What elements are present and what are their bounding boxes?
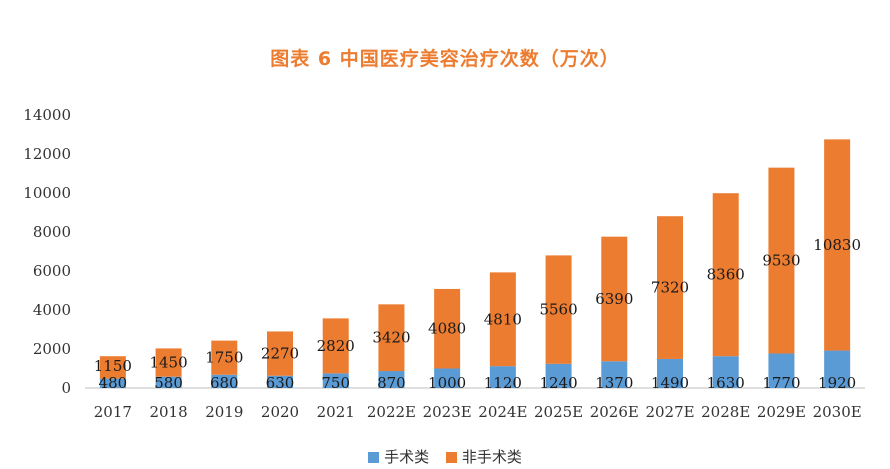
legend-swatch-surgical [368, 452, 380, 463]
bar-nonsurgical [434, 288, 461, 369]
data-label-surgical: 1770 [762, 374, 800, 392]
bar-nonsurgical [155, 348, 182, 377]
bar-surgical [824, 350, 851, 388]
bar-nonsurgical [378, 304, 405, 372]
y-tick-label: 8000 [33, 223, 71, 241]
y-tick-label: 4000 [33, 301, 71, 319]
bar-surgical [322, 373, 349, 388]
x-tick-label: 2020 [261, 403, 299, 421]
data-label-surgical: 1120 [484, 374, 522, 392]
data-label-surgical: 1630 [707, 374, 745, 392]
chart-title: 图表 6 中国医疗美容治疗次数（万次） [270, 48, 620, 70]
bar-surgical [657, 358, 683, 388]
x-tick-label: 2029E [757, 403, 806, 421]
x-tick-label: 2023E [423, 403, 472, 421]
bar-nonsurgical [824, 139, 851, 351]
data-label-nonsurgical: 3420 [372, 329, 410, 347]
bar-surgical [211, 374, 238, 388]
bar-nonsurgical [545, 255, 572, 364]
bar-nonsurgical [601, 236, 628, 362]
data-label-surgical: 630 [266, 374, 295, 392]
data-label-surgical: 750 [321, 374, 350, 392]
data-label-surgical: 1920 [818, 374, 856, 392]
bar-surgical [712, 356, 739, 388]
legend-label-surgical: 手术类 [384, 448, 430, 466]
legend-swatch-nonsurgical [445, 452, 457, 463]
x-tick-label: 2019 [205, 403, 243, 421]
data-label-nonsurgical: 1750 [205, 349, 243, 367]
data-label-nonsurgical: 7320 [651, 279, 689, 297]
bar-nonsurgical [322, 318, 349, 374]
data-label-nonsurgical: 1150 [94, 357, 132, 375]
bar-surgical [378, 371, 405, 388]
bar-surgical [601, 361, 628, 388]
bar-nonsurgical [657, 216, 683, 359]
legend-label-nonsurgical: 非手术类 [461, 448, 522, 466]
data-label-surgical: 1240 [539, 374, 577, 392]
x-tick-label: 2027E [645, 403, 694, 421]
bar-surgical [545, 363, 572, 388]
bar-surgical [434, 368, 461, 388]
bar-nonsurgical [99, 356, 126, 379]
bar-nonsurgical [267, 331, 293, 376]
data-label-surgical: 1000 [428, 374, 466, 392]
bar-surgical [99, 378, 126, 388]
x-tick-label: 2025E [534, 403, 583, 421]
bar-surgical [155, 376, 182, 388]
data-label-surgical: 580 [154, 374, 183, 392]
bar-nonsurgical [211, 340, 238, 375]
x-tick-label: 2017 [94, 403, 132, 421]
bar-surgical [489, 366, 516, 388]
y-tick-label: 2000 [33, 340, 71, 358]
data-label-surgical: 1490 [651, 374, 689, 392]
data-label-surgical: 680 [210, 374, 239, 392]
bar-nonsurgical [489, 272, 516, 367]
data-label-nonsurgical: 10830 [813, 236, 861, 254]
data-label-nonsurgical: 2820 [317, 337, 355, 355]
bar-nonsurgical [768, 167, 795, 354]
data-label-nonsurgical: 4080 [428, 320, 466, 338]
x-tick-label: 2024E [478, 403, 527, 421]
y-tick-label: 14000 [23, 106, 71, 124]
x-tick-label: 2018 [149, 403, 187, 421]
legend-item-surgical: 手术类 [368, 446, 429, 467]
data-label-surgical: 1370 [595, 374, 633, 392]
x-tick-label: 2030E [813, 403, 862, 421]
data-label-nonsurgical: 5560 [539, 301, 577, 319]
data-label-nonsurgical: 8360 [707, 266, 745, 284]
y-tick-label: 10000 [23, 184, 71, 202]
data-label-nonsurgical: 2270 [261, 345, 299, 363]
legend-item-nonsurgical: 非手术类 [445, 446, 522, 467]
bar-nonsurgical [712, 193, 739, 357]
data-label-surgical: 480 [99, 374, 128, 392]
bar-surgical [768, 353, 795, 388]
y-tick-label: 6000 [33, 262, 71, 280]
data-label-nonsurgical: 4810 [484, 310, 522, 328]
data-label-nonsurgical: 1450 [149, 354, 187, 372]
y-tick-label: 12000 [23, 145, 71, 163]
data-label-surgical: 870 [377, 374, 406, 392]
y-tick-label: 0 [61, 379, 71, 397]
data-label-nonsurgical: 6390 [595, 290, 633, 308]
data-label-nonsurgical: 9530 [762, 252, 800, 270]
x-tick-label: 2028E [701, 403, 750, 421]
bar-surgical [267, 375, 293, 388]
legend: 手术类 非手术类 [0, 446, 890, 467]
x-tick-label: 2021 [317, 403, 355, 421]
x-tick-label: 2022E [367, 403, 416, 421]
x-tick-label: 2026E [590, 403, 639, 421]
